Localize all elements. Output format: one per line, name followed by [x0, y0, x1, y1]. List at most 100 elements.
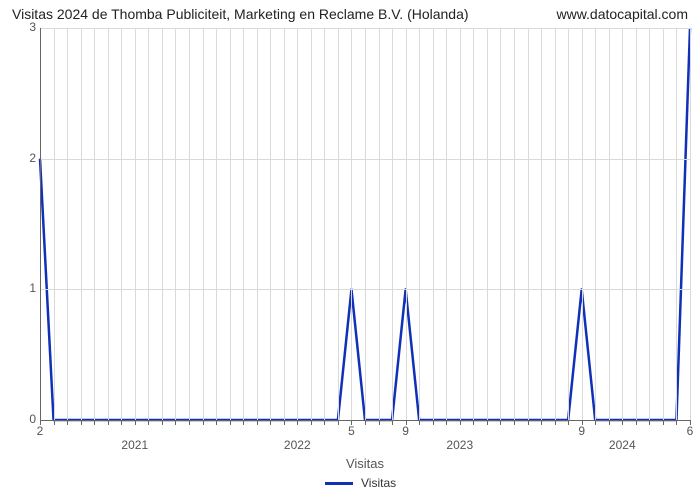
- x-minor-tick: [365, 420, 366, 425]
- gridline-v: [338, 28, 339, 420]
- y-tick-label: 3: [6, 20, 36, 34]
- gridline-v: [676, 28, 677, 420]
- x-minor-tick: [649, 420, 650, 425]
- gridline-v: [690, 28, 691, 420]
- gridline-v: [324, 28, 325, 420]
- x-year-label: 2024: [609, 438, 636, 452]
- gridline-v: [230, 28, 231, 420]
- gridline-v: [148, 28, 149, 420]
- gridline-v: [473, 28, 474, 420]
- gridline-v: [595, 28, 596, 420]
- chart-title: Visitas 2024 de Thomba Publiciteit, Mark…: [12, 6, 469, 22]
- x-minor-tick: [663, 420, 664, 425]
- x-value-label: 2: [37, 424, 44, 438]
- gridline-v: [203, 28, 204, 420]
- x-minor-tick: [135, 420, 136, 425]
- x-minor-tick: [609, 420, 610, 425]
- x-minor-tick: [121, 420, 122, 425]
- x-year-label: 2022: [284, 438, 311, 452]
- gridline-v: [636, 28, 637, 420]
- gridline-v: [257, 28, 258, 420]
- gridline-v: [609, 28, 610, 420]
- x-minor-tick: [108, 420, 109, 425]
- x-minor-tick: [216, 420, 217, 425]
- legend-swatch: [325, 482, 353, 485]
- x-minor-tick: [500, 420, 501, 425]
- x-minor-tick: [528, 420, 529, 425]
- x-minor-tick: [270, 420, 271, 425]
- gridline-v: [175, 28, 176, 420]
- x-minor-tick: [54, 420, 55, 425]
- gridline-v: [162, 28, 163, 420]
- x-minor-tick: [473, 420, 474, 425]
- chart-container: Visitas 2024 de Thomba Publiciteit, Mark…: [0, 0, 700, 500]
- x-minor-tick: [460, 420, 461, 425]
- gridline-v: [67, 28, 68, 420]
- x-minor-tick: [379, 420, 380, 425]
- gridline-v: [500, 28, 501, 420]
- gridline-v: [419, 28, 420, 420]
- x-value-label: 9: [578, 424, 585, 438]
- x-value-label: 5: [348, 424, 355, 438]
- x-minor-tick: [243, 420, 244, 425]
- y-axis: [40, 28, 41, 420]
- x-minor-tick: [636, 420, 637, 425]
- x-value-label: 9: [402, 424, 409, 438]
- x-minor-tick: [297, 420, 298, 425]
- gridline-v: [460, 28, 461, 420]
- gridline-v: [270, 28, 271, 420]
- gridline-v: [446, 28, 447, 420]
- x-minor-tick: [595, 420, 596, 425]
- gridline-v: [528, 28, 529, 420]
- gridline-v: [514, 28, 515, 420]
- gridline-v: [121, 28, 122, 420]
- legend-label: Visitas: [361, 476, 396, 490]
- gridline-v: [622, 28, 623, 420]
- x-minor-tick: [311, 420, 312, 425]
- watermark: www.datocapital.com: [556, 6, 688, 22]
- gridline-v: [311, 28, 312, 420]
- gridline-v: [365, 28, 366, 420]
- x-year-label: 2021: [121, 438, 148, 452]
- x-minor-tick: [230, 420, 231, 425]
- x-minor-tick: [568, 420, 569, 425]
- gridline-v: [108, 28, 109, 420]
- gridline-v: [406, 28, 407, 420]
- x-minor-tick: [392, 420, 393, 425]
- gridline-v: [216, 28, 217, 420]
- gridline-v: [392, 28, 393, 420]
- x-minor-tick: [419, 420, 420, 425]
- gridline-v: [541, 28, 542, 420]
- gridline-v: [81, 28, 82, 420]
- x-minor-tick: [148, 420, 149, 425]
- gridline-v: [189, 28, 190, 420]
- gridline-v: [135, 28, 136, 420]
- x-minor-tick: [67, 420, 68, 425]
- x-minor-tick: [189, 420, 190, 425]
- x-minor-tick: [162, 420, 163, 425]
- y-tick-label: 2: [6, 151, 36, 165]
- x-minor-tick: [284, 420, 285, 425]
- gridline-v: [379, 28, 380, 420]
- y-tick-label: 0: [6, 412, 36, 426]
- x-year-label: 2023: [446, 438, 473, 452]
- legend: Visitas: [325, 476, 396, 490]
- x-minor-tick: [446, 420, 447, 425]
- x-minor-tick: [94, 420, 95, 425]
- x-minor-tick: [487, 420, 488, 425]
- plot-area: [40, 28, 690, 420]
- x-axis-title: Visitas: [346, 456, 384, 471]
- gridline-v: [243, 28, 244, 420]
- gridline-v: [54, 28, 55, 420]
- gridline-v: [582, 28, 583, 420]
- x-minor-tick: [433, 420, 434, 425]
- x-minor-tick: [324, 420, 325, 425]
- gridline-v: [297, 28, 298, 420]
- x-minor-tick: [175, 420, 176, 425]
- gridline-v: [487, 28, 488, 420]
- x-value-label: 6: [687, 424, 694, 438]
- gridline-v: [433, 28, 434, 420]
- x-minor-tick: [676, 420, 677, 425]
- x-minor-tick: [622, 420, 623, 425]
- gridline-v: [555, 28, 556, 420]
